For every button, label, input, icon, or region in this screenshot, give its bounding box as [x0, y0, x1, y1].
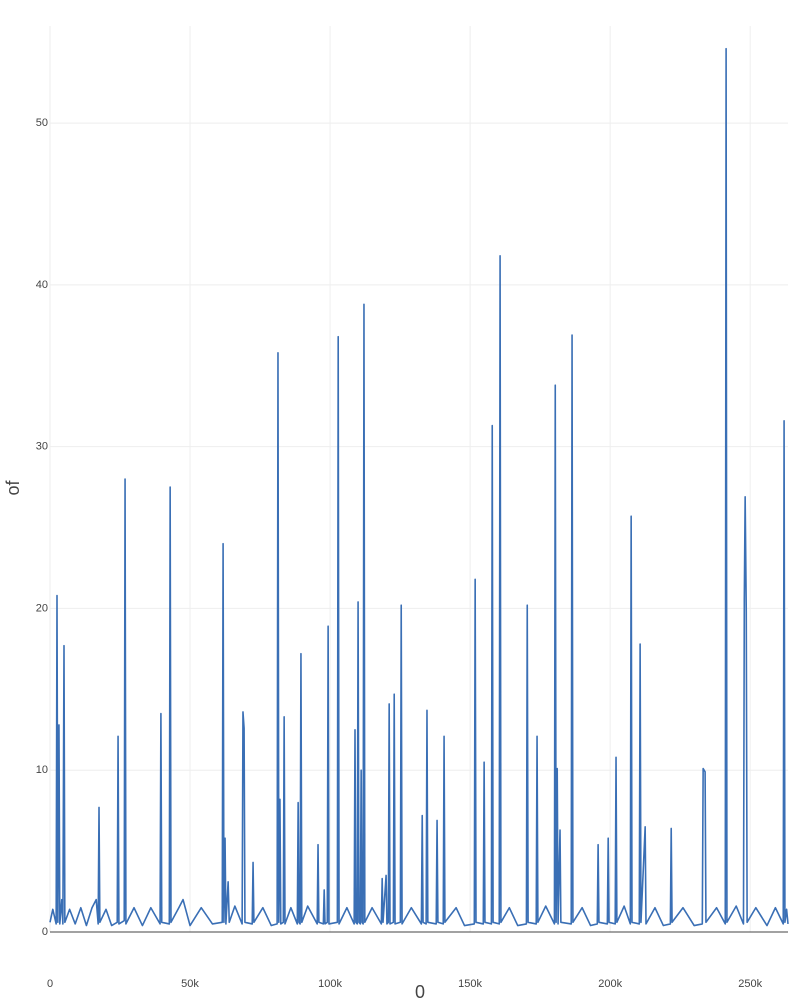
- x-tick-label: 250k: [738, 978, 762, 990]
- data-line: [49, 47, 789, 927]
- x-tick-label: 200k: [598, 978, 622, 990]
- x-tick-label: 50k: [181, 978, 199, 990]
- y-tick-label: 0: [42, 926, 48, 938]
- y-tick-label: 30: [36, 441, 48, 453]
- x-tick-label: 150k: [458, 978, 482, 990]
- y-axis-title: of: [3, 479, 23, 495]
- x-axis-title: 0: [415, 982, 425, 999]
- y-tick-label: 20: [36, 602, 48, 614]
- x-tick-label: 0: [47, 978, 53, 990]
- y-tick-label: 10: [36, 764, 48, 776]
- y-tick-label: 50: [36, 117, 48, 129]
- y-tick-label: 40: [36, 279, 48, 291]
- x-tick-label: 100k: [318, 978, 342, 990]
